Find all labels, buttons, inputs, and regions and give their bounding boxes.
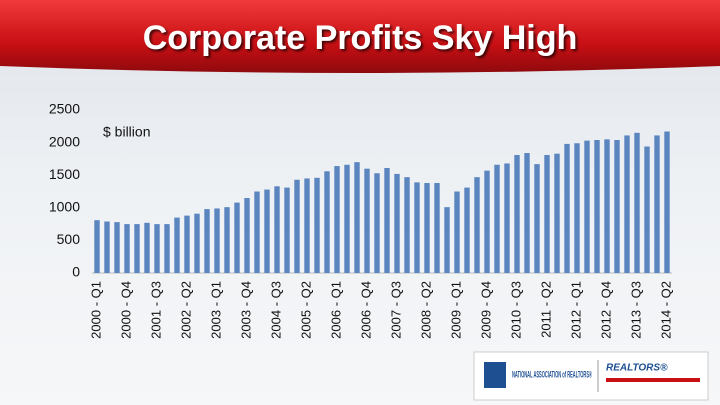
bar	[394, 173, 400, 273]
bar	[544, 154, 550, 273]
logo-text: NATIONAL ASSOCIATION of REALTORS®	[512, 369, 592, 379]
bar	[284, 187, 290, 273]
x-tick-label: 2014 - Q2	[658, 281, 673, 339]
bar	[264, 189, 270, 273]
x-tick-label: 2009 - Q4	[478, 281, 493, 339]
bar	[504, 163, 510, 273]
y-tick-label: 0	[72, 264, 80, 280]
bar	[464, 187, 470, 273]
bar	[224, 207, 230, 273]
x-tick-label: 2002 - Q2	[178, 281, 193, 339]
x-tick-label: 2003 - Q4	[238, 281, 253, 339]
bar	[574, 143, 580, 273]
bar	[114, 222, 120, 273]
logo-stripe	[606, 378, 700, 382]
x-tick-label: 2013 - Q3	[628, 281, 643, 339]
x-tick-label: 2010 - Q3	[508, 281, 523, 339]
bar	[194, 213, 200, 273]
bar	[474, 177, 480, 273]
bar	[274, 186, 280, 273]
x-tick-label: 2005 - Q2	[298, 281, 313, 339]
bar	[644, 146, 650, 273]
x-tick-label: 2011 - Q2	[538, 281, 553, 338]
y-tick-label: 2000	[49, 133, 80, 149]
x-tick-label: 2012 - Q1	[568, 281, 583, 339]
bar	[454, 191, 460, 273]
x-tick-label: 2012 - Q4	[598, 281, 613, 339]
y-tick-label: 1000	[49, 199, 80, 215]
bar	[184, 215, 190, 273]
x-tick-label: 2008 - Q2	[418, 281, 433, 339]
bar	[354, 162, 360, 273]
bar	[154, 224, 160, 273]
bar	[104, 221, 110, 273]
bar	[204, 209, 210, 273]
bar	[594, 139, 600, 273]
bar	[174, 217, 180, 273]
logo-box	[473, 351, 709, 401]
bar	[234, 202, 240, 273]
y-tick-label: 2500	[49, 101, 80, 117]
bar	[564, 143, 570, 273]
bar	[244, 198, 250, 273]
y-tick-label: 1500	[49, 166, 80, 182]
bar	[254, 191, 260, 273]
bar	[364, 168, 370, 273]
annotation: $ billion	[103, 124, 150, 140]
bar	[374, 173, 380, 273]
bar	[434, 183, 440, 273]
bar	[304, 178, 310, 273]
x-tick-label: 2000 - Q4	[118, 281, 133, 339]
bar	[494, 164, 500, 273]
title-bar	[0, 0, 720, 73]
x-tick-label: 2001 - Q3	[148, 281, 163, 339]
bar	[384, 168, 390, 273]
logo-mark	[484, 362, 506, 388]
y-tick-label: 500	[57, 231, 81, 247]
bar	[584, 140, 590, 273]
x-tick-label: 2009 - Q1	[448, 281, 463, 339]
bar	[414, 182, 420, 273]
bar	[634, 132, 640, 273]
bar	[324, 171, 330, 273]
bar	[334, 166, 340, 273]
bar	[654, 135, 660, 273]
bar	[164, 224, 170, 273]
bar	[124, 224, 130, 273]
bar	[524, 153, 530, 273]
bar	[424, 183, 430, 273]
bar	[94, 220, 100, 273]
bar	[604, 139, 610, 273]
logo-text: REALTORS®	[606, 363, 668, 374]
x-tick-label: 2004 - Q3	[268, 281, 283, 339]
bar	[344, 164, 350, 273]
bar	[314, 177, 320, 273]
chart-title: Corporate Profits Sky High	[143, 19, 578, 57]
x-tick-label: 2006 - Q1	[328, 281, 343, 339]
bar	[664, 131, 670, 273]
bar	[294, 179, 300, 273]
bar	[624, 135, 630, 273]
x-tick-label: 2003 - Q1	[208, 281, 223, 339]
x-tick-label: 2007 - Q3	[388, 281, 403, 339]
x-tick-label: 2006 - Q4	[358, 281, 373, 339]
bar	[404, 177, 410, 273]
x-tick-label: 2000 - Q1	[88, 281, 103, 339]
bar	[444, 207, 450, 273]
bar	[554, 153, 560, 273]
bar	[534, 164, 540, 273]
bar	[134, 224, 140, 273]
bar	[514, 154, 520, 273]
bar	[484, 170, 490, 273]
bar	[214, 208, 220, 273]
bar	[614, 139, 620, 273]
bar	[144, 222, 150, 273]
